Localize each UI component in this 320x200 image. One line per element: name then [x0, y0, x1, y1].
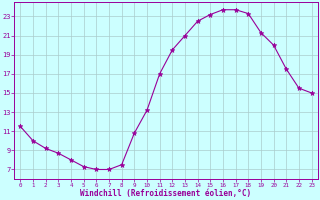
- X-axis label: Windchill (Refroidissement éolien,°C): Windchill (Refroidissement éolien,°C): [80, 189, 252, 198]
